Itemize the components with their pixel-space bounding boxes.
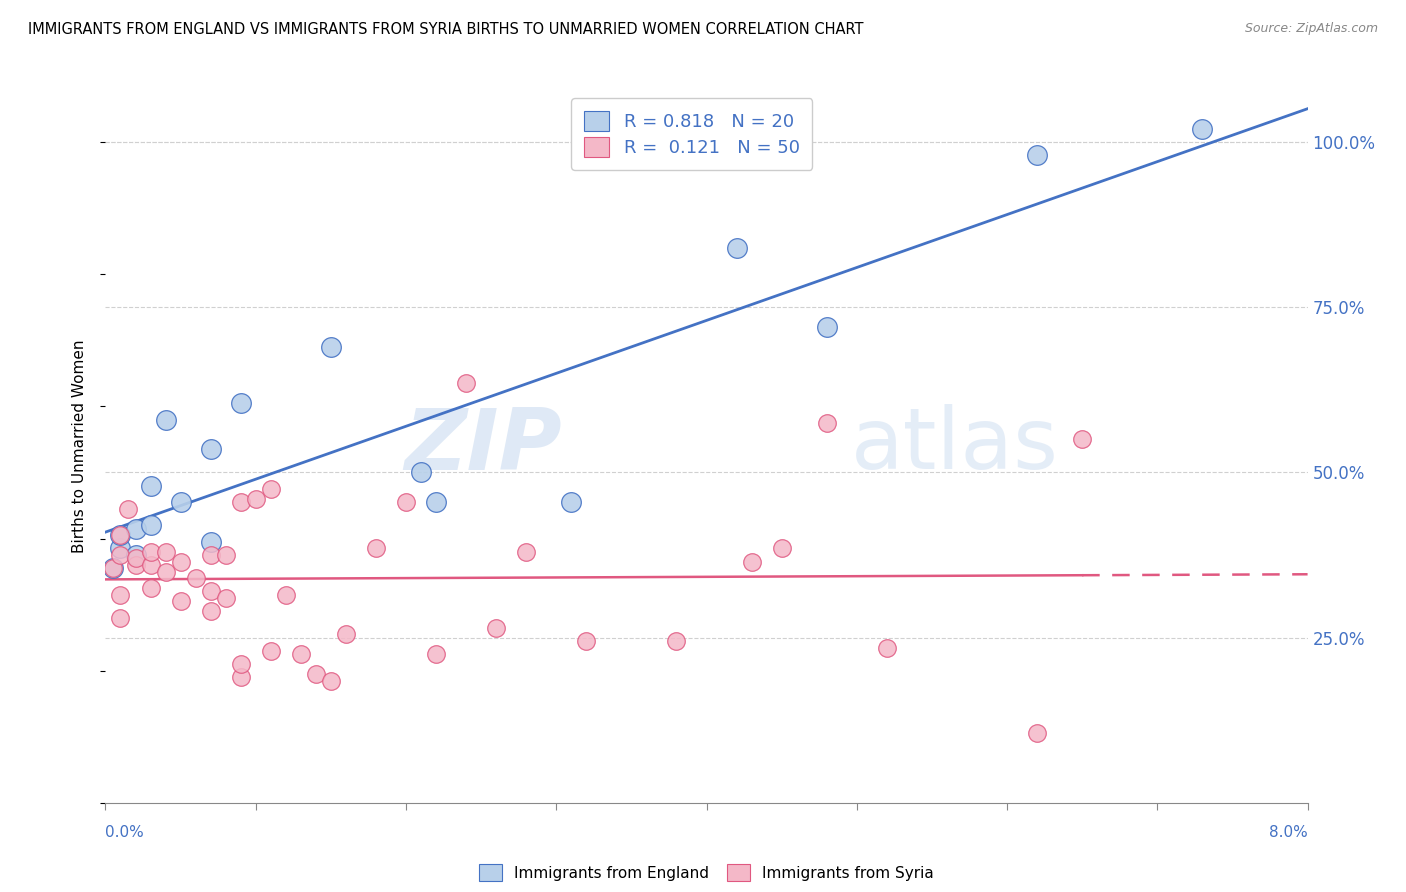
Point	[485, 621, 508, 635]
Point	[139, 518, 162, 533]
Point	[117, 501, 139, 516]
Point	[169, 555, 191, 569]
Text: IMMIGRANTS FROM ENGLAND VS IMMIGRANTS FROM SYRIA BIRTHS TO UNMARRIED WOMEN CORRE: IMMIGRANTS FROM ENGLAND VS IMMIGRANTS FR…	[28, 22, 863, 37]
Point	[200, 604, 222, 618]
Point	[139, 558, 162, 572]
Text: ZIP: ZIP	[405, 404, 562, 488]
Point	[110, 611, 132, 625]
Point	[229, 495, 252, 509]
Point	[575, 634, 598, 648]
Point	[169, 495, 191, 509]
Point	[101, 561, 124, 575]
Point	[260, 644, 283, 658]
Point	[1026, 726, 1049, 740]
Point	[815, 320, 838, 334]
Point	[101, 561, 124, 575]
Point	[815, 416, 838, 430]
Point	[110, 528, 132, 542]
Point	[184, 571, 207, 585]
Point	[155, 412, 177, 426]
Point	[110, 541, 132, 556]
Point	[454, 376, 477, 391]
Text: 0.0%: 0.0%	[105, 825, 145, 840]
Text: atlas: atlas	[851, 404, 1059, 488]
Point	[560, 495, 582, 509]
Point	[155, 565, 177, 579]
Point	[139, 545, 162, 559]
Point	[124, 551, 146, 566]
Point	[1071, 433, 1094, 447]
Point	[1026, 148, 1049, 162]
Point	[139, 581, 162, 595]
Point	[335, 627, 357, 641]
Point	[169, 594, 191, 608]
Point	[200, 534, 222, 549]
Point	[725, 241, 748, 255]
Point	[319, 340, 342, 354]
Point	[665, 634, 688, 648]
Point	[200, 548, 222, 562]
Point	[200, 584, 222, 599]
Point	[364, 541, 387, 556]
Point	[515, 545, 537, 559]
Legend: Immigrants from England, Immigrants from Syria: Immigrants from England, Immigrants from…	[479, 864, 934, 880]
Point	[770, 541, 793, 556]
Text: 8.0%: 8.0%	[1268, 825, 1308, 840]
Point	[1191, 121, 1213, 136]
Point	[245, 491, 267, 506]
Point	[425, 495, 447, 509]
Point	[229, 396, 252, 410]
Point	[876, 640, 898, 655]
Point	[139, 478, 162, 492]
Y-axis label: Births to Unmarried Women: Births to Unmarried Women	[72, 339, 87, 553]
Point	[124, 558, 146, 572]
Point	[260, 482, 283, 496]
Text: Source: ZipAtlas.com: Source: ZipAtlas.com	[1244, 22, 1378, 36]
Point	[229, 670, 252, 684]
Point	[110, 588, 132, 602]
Point	[200, 442, 222, 457]
Point	[110, 528, 132, 542]
Point	[155, 545, 177, 559]
Point	[124, 522, 146, 536]
Point	[395, 495, 418, 509]
Point	[124, 548, 146, 562]
Point	[214, 591, 236, 605]
Point	[274, 588, 297, 602]
Point	[305, 667, 328, 681]
Point	[409, 466, 432, 480]
Point	[290, 647, 312, 661]
Point	[741, 555, 763, 569]
Point	[214, 548, 236, 562]
Point	[229, 657, 252, 671]
Point	[425, 647, 447, 661]
Point	[110, 548, 132, 562]
Point	[319, 673, 342, 688]
